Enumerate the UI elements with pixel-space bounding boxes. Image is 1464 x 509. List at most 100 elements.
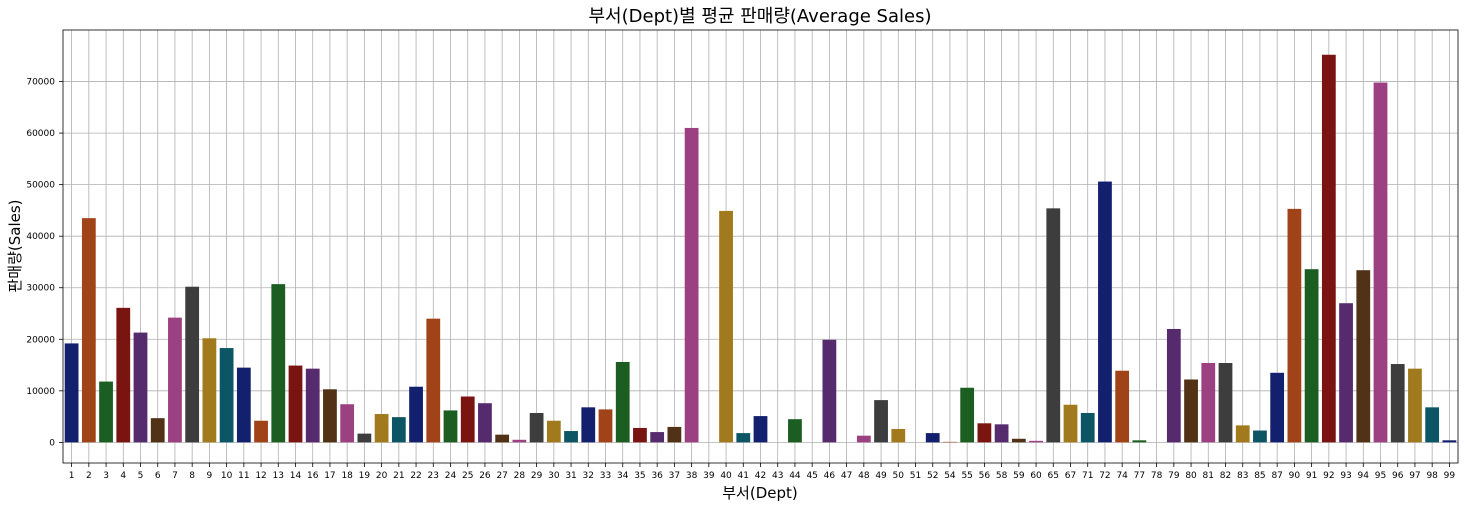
x-tick-label: 67 — [1065, 471, 1076, 481]
x-tick-label: 44 — [789, 471, 801, 481]
bar-dept-41 — [736, 433, 751, 443]
x-tick-label: 58 — [996, 471, 1008, 481]
x-tick-label: 90 — [1289, 471, 1301, 481]
y-tick-label: 50000 — [26, 181, 55, 191]
x-tick-label: 25 — [462, 471, 473, 481]
x-tick-label: 51 — [910, 471, 921, 481]
bars — [64, 54, 1457, 443]
x-tick-label: 20 — [376, 471, 388, 481]
bar-dept-5 — [133, 332, 148, 443]
x-tick-label: 13 — [273, 471, 284, 481]
bar-dept-24 — [443, 410, 458, 443]
bar-dept-31 — [564, 431, 578, 443]
x-tick-label: 72 — [1099, 471, 1110, 481]
bar-dept-32 — [581, 407, 596, 443]
bar-dept-25 — [460, 396, 475, 443]
x-tick-label: 40 — [720, 471, 732, 481]
bar-dept-46 — [822, 339, 837, 443]
x-tick-label: 22 — [410, 471, 421, 481]
bar-dept-29 — [529, 412, 544, 443]
x-tick-label: 85 — [1254, 471, 1265, 481]
x-tick-label: 27 — [496, 471, 507, 481]
x-tick-label: 18 — [341, 471, 353, 481]
bar-dept-58 — [994, 424, 1009, 443]
x-tick-label: 92 — [1323, 471, 1334, 481]
x-tick-label: 46 — [824, 471, 836, 481]
x-tick-label: 10 — [221, 471, 233, 481]
bar-dept-79 — [1166, 328, 1181, 443]
x-tick-label: 98 — [1426, 471, 1438, 481]
x-tick-label: 82 — [1220, 471, 1231, 481]
x-tick-label: 38 — [686, 471, 698, 481]
bar-dept-96 — [1390, 364, 1405, 443]
x-tick-label: 78 — [1151, 471, 1163, 481]
bar-dept-71 — [1080, 412, 1095, 443]
x-tick-label: 31 — [565, 471, 576, 481]
bar-dept-92 — [1321, 54, 1336, 443]
x-tick-label: 59 — [1013, 471, 1025, 481]
y-tick-label: 30000 — [26, 284, 55, 294]
bar-dept-87 — [1270, 372, 1285, 443]
bar-dept-81 — [1201, 362, 1216, 443]
x-tick-label: 32 — [583, 471, 594, 481]
bar-dept-1 — [64, 343, 79, 443]
x-tick-label: 71 — [1082, 471, 1093, 481]
bar-dept-65 — [1046, 208, 1061, 443]
x-tick-label: 5 — [138, 471, 144, 481]
bar-dept-34 — [615, 361, 630, 443]
x-tick-label: 21 — [393, 471, 404, 481]
bar-dept-90 — [1287, 208, 1302, 443]
bar-dept-11 — [236, 367, 251, 443]
x-tick-label: 43 — [772, 471, 783, 481]
bar-dept-33 — [598, 409, 613, 443]
bar-dept-13 — [271, 284, 286, 443]
bar-dept-55 — [960, 387, 975, 443]
bar-dept-80 — [1184, 379, 1198, 443]
x-tick-label: 30 — [548, 471, 560, 481]
x-tick-label: 26 — [479, 471, 491, 481]
bar-dept-28 — [512, 439, 527, 443]
bar-dept-50 — [891, 428, 906, 443]
bar-dept-77 — [1132, 440, 1147, 443]
x-tick-label: 42 — [755, 471, 766, 481]
bar-dept-94 — [1356, 270, 1371, 443]
bar-dept-85 — [1253, 430, 1267, 443]
bar-dept-36 — [650, 432, 665, 443]
bar-dept-27 — [495, 434, 510, 443]
x-tick-label: 17 — [324, 471, 335, 481]
bar-dept-2 — [81, 218, 96, 443]
x-tick-label: 81 — [1203, 471, 1214, 481]
bar-dept-99 — [1442, 440, 1457, 443]
x-tick-label: 56 — [979, 471, 991, 481]
x-tick-label: 36 — [651, 471, 663, 481]
bar-dept-52 — [925, 433, 940, 443]
bar-dept-44 — [788, 419, 802, 443]
bar-dept-60 — [1029, 440, 1043, 443]
x-tick-label: 29 — [531, 471, 543, 481]
x-tick-label: 65 — [1048, 471, 1059, 481]
x-tick-label: 8 — [189, 471, 195, 481]
bar-dept-98 — [1425, 407, 1440, 443]
bar-dept-97 — [1408, 368, 1422, 443]
x-axis-label: 부서(Dept) — [722, 484, 798, 502]
bar-dept-9 — [202, 338, 217, 443]
x-tick-label: 48 — [858, 471, 870, 481]
x-tick-label: 23 — [428, 471, 439, 481]
x-tick-label: 52 — [927, 471, 938, 481]
x-tick-label: 3 — [103, 471, 109, 481]
bar-dept-37 — [667, 426, 682, 443]
x-tick-label: 28 — [514, 471, 526, 481]
x-tick-label: 33 — [600, 471, 611, 481]
bar-dept-83 — [1235, 425, 1250, 443]
x-tick-label: 47 — [841, 471, 852, 481]
y-tick-label: 70000 — [26, 78, 55, 88]
bar-dept-7 — [168, 317, 182, 443]
x-tick-label: 16 — [307, 471, 319, 481]
bar-dept-56 — [977, 423, 992, 443]
bar-dept-10 — [219, 348, 234, 443]
x-tick-label: 79 — [1168, 471, 1180, 481]
x-tick-label: 1 — [69, 471, 75, 481]
bar-dept-16 — [305, 368, 320, 443]
x-tick-label: 93 — [1340, 471, 1351, 481]
